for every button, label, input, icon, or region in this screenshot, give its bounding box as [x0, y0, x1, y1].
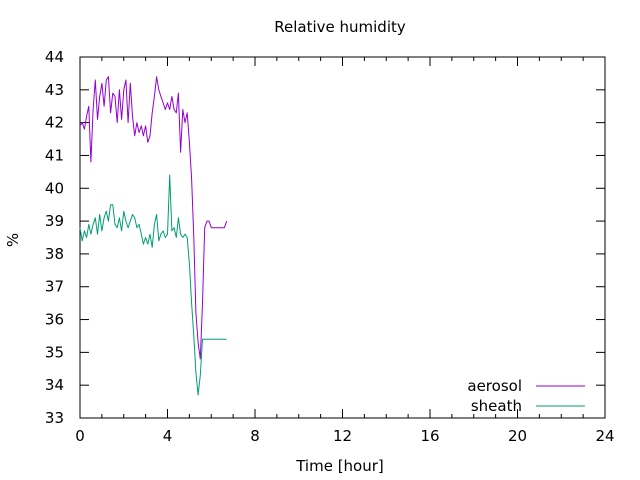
- series-layer: [79, 76, 228, 396]
- y-tick-label: 35: [45, 343, 64, 361]
- x-tick-label: 20: [508, 427, 527, 445]
- series-line-sheath: [79, 174, 227, 396]
- y-tick-label: 34: [45, 376, 64, 394]
- x-tick-label: 0: [75, 427, 85, 445]
- legend: aerosol sheath: [467, 377, 585, 415]
- y-tick-label: 37: [45, 278, 64, 296]
- y-tick-label: 39: [45, 212, 64, 230]
- x-tick-label: 12: [333, 427, 352, 445]
- y-tick-label: 36: [45, 311, 64, 329]
- legend-label-sheath: sheath: [471, 397, 522, 415]
- legend-label-aerosol: aerosol: [467, 377, 522, 395]
- y-tick-label: 42: [45, 114, 64, 132]
- x-tick-label: 4: [163, 427, 173, 445]
- y-tick-label: 33: [45, 409, 64, 427]
- y-tick-label: 41: [45, 146, 64, 164]
- axis-ticks: 0 4 8 12 16 20 24 33 34 35 36 37 38 39 40 41 42 43 44: [45, 48, 615, 445]
- y-tick-label: 44: [45, 48, 64, 66]
- y-tick-label: 40: [45, 179, 64, 197]
- x-tick-label: 16: [420, 427, 439, 445]
- x-tick-label: 8: [250, 427, 260, 445]
- y-tick-label: 38: [45, 245, 64, 263]
- chart-title: Relative humidity: [274, 18, 406, 36]
- x-axis-label: Time [hour]: [295, 457, 384, 475]
- y-axis-label: %: [4, 233, 22, 247]
- series-line-aerosol: [79, 76, 228, 360]
- x-tick-label: 24: [595, 427, 614, 445]
- y-tick-label: 43: [45, 81, 64, 99]
